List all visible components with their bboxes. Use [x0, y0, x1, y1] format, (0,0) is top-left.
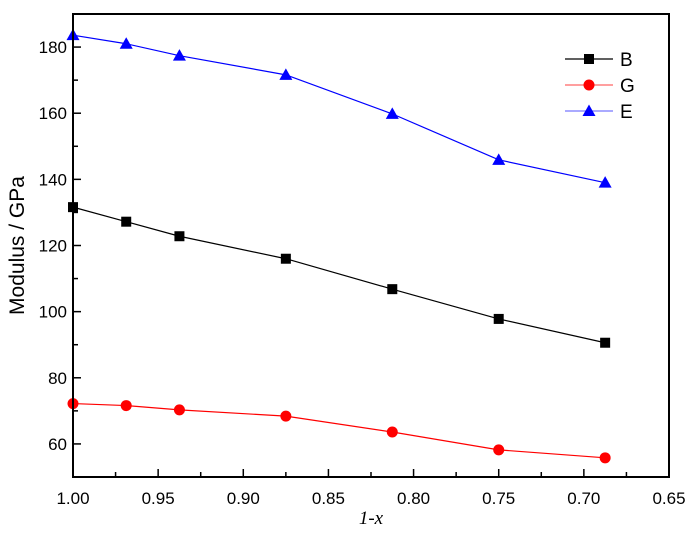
x-tick-label: 0.80	[397, 489, 430, 508]
legend-item-G: G	[565, 76, 635, 97]
data-point	[386, 426, 398, 438]
series-E	[66, 28, 612, 188]
data-point	[387, 284, 398, 295]
series-layer	[66, 28, 612, 464]
data-point	[492, 153, 506, 165]
legend-label: B	[620, 50, 633, 71]
data-point	[172, 49, 186, 61]
series-line	[72, 402, 606, 459]
legend-label: E	[620, 102, 633, 123]
legend-label: G	[620, 76, 635, 97]
legend-item-E: E	[565, 102, 633, 123]
data-point	[599, 452, 611, 464]
x-tick-label: 0.75	[482, 489, 515, 508]
y-tick-label: 140	[39, 170, 67, 189]
data-point	[280, 253, 291, 264]
data-point	[280, 410, 292, 422]
y-tick-label: 160	[39, 104, 67, 123]
square-marker-icon	[584, 54, 594, 64]
data-point	[385, 107, 399, 119]
y-axis-ticks: 60 80 100 120 140 160 180	[39, 13, 81, 454]
data-point	[120, 400, 132, 412]
data-point	[493, 313, 504, 324]
y-tick-label: 80	[48, 369, 67, 388]
series-line	[72, 206, 606, 344]
data-point	[279, 68, 293, 80]
x-axis-ticks: 1.00 0.95 0.90 0.85 0.80 0.75 0.70 0.65	[56, 469, 686, 508]
y-tick-label: 180	[39, 38, 67, 57]
legend-item-B: B	[565, 50, 633, 71]
x-tick-label: 1.00	[56, 489, 89, 508]
data-point	[173, 404, 185, 416]
series-line	[72, 34, 606, 184]
data-point	[600, 337, 611, 348]
x-tick-label: 0.85	[312, 489, 345, 508]
data-point	[119, 37, 133, 49]
data-point	[121, 216, 132, 227]
plot-frame	[72, 13, 670, 478]
triangle-marker-icon	[582, 104, 596, 116]
data-point	[174, 231, 185, 242]
x-tick-label: 0.70	[567, 489, 600, 508]
x-tick-label: 0.95	[142, 489, 175, 508]
y-axis-title: Modulus / GPa	[6, 176, 29, 315]
series-B	[68, 202, 611, 348]
y-tick-label: 120	[39, 237, 67, 256]
data-point	[493, 444, 505, 456]
series-G	[67, 398, 611, 464]
y-tick-label: 60	[48, 435, 67, 454]
circle-marker-icon	[583, 79, 595, 91]
x-tick-label: 0.90	[227, 489, 260, 508]
x-axis-title: 1-x	[359, 508, 384, 529]
y-tick-label: 100	[39, 303, 67, 322]
data-point	[598, 176, 612, 188]
legend: BGE	[565, 50, 635, 123]
x-tick-label: 0.65	[652, 489, 685, 508]
